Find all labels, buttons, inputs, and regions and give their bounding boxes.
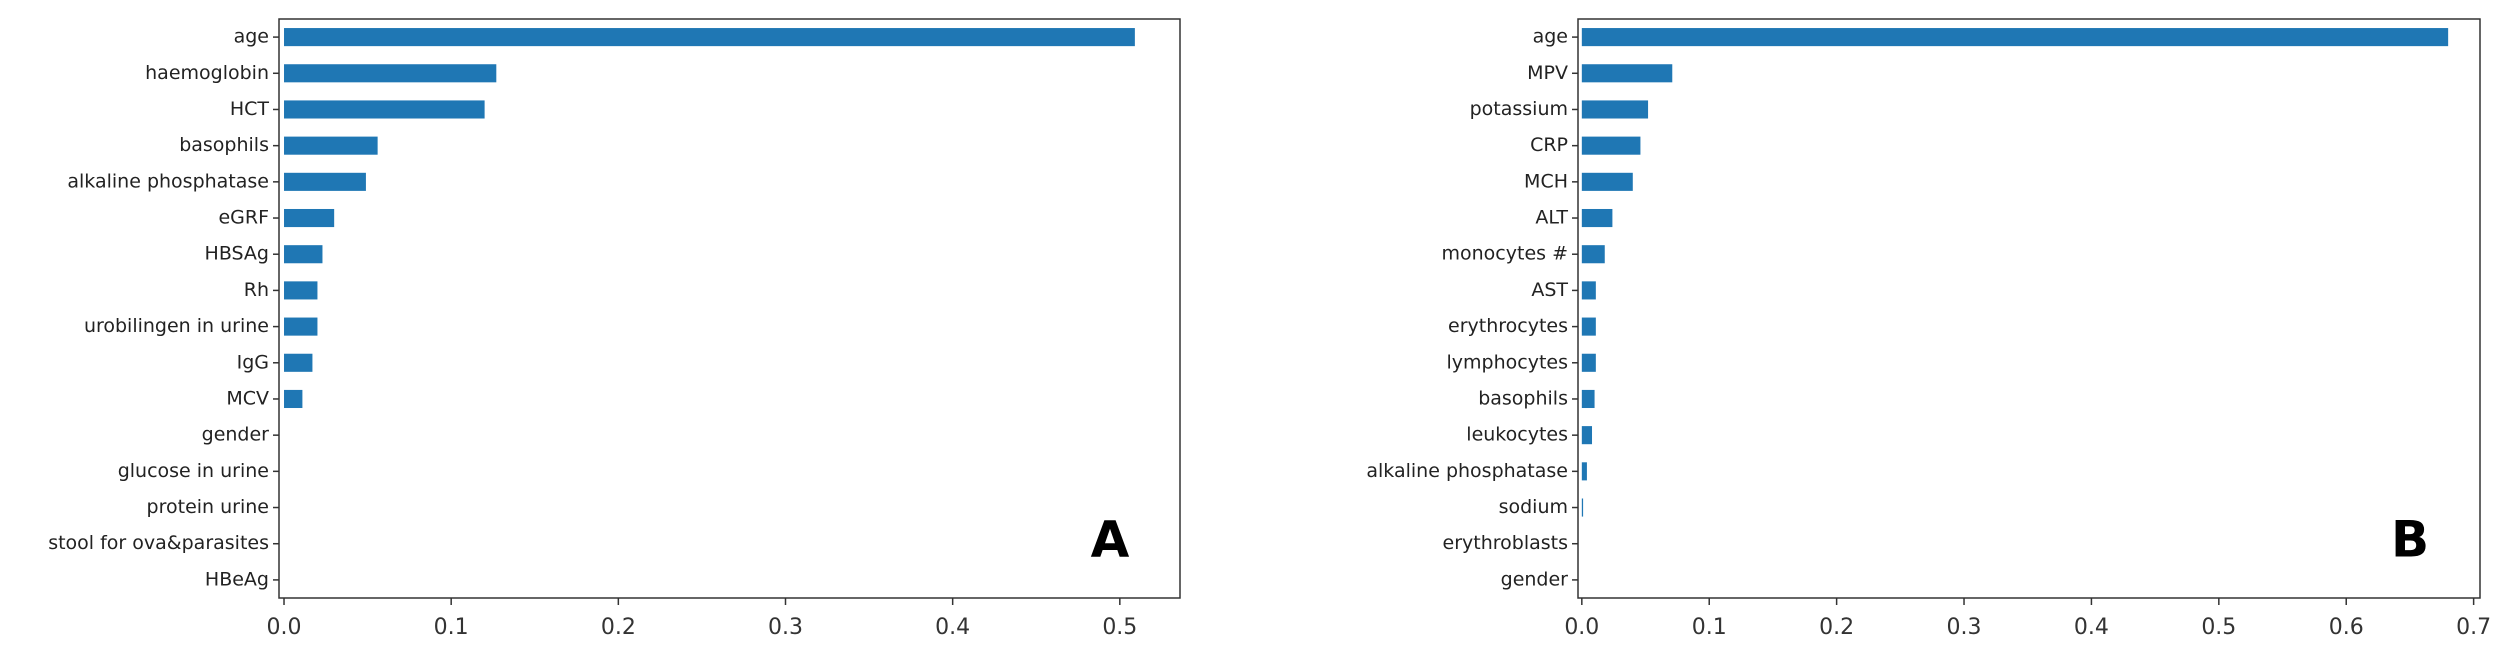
y-tick-label: eGRF bbox=[218, 207, 269, 229]
bar bbox=[284, 245, 323, 264]
bar bbox=[284, 64, 497, 83]
bar bbox=[1581, 426, 1593, 445]
y-tick-label: potassium bbox=[1470, 98, 1568, 120]
y-tick-label: sodium bbox=[1499, 496, 1568, 518]
x-tick-label: 0.4 bbox=[935, 615, 970, 640]
bar bbox=[284, 136, 378, 155]
y-tick-label: alkaline phosphatase bbox=[1366, 460, 1568, 482]
panel-label: B bbox=[2391, 511, 2429, 569]
y-tick-label: lymphocytes bbox=[1447, 351, 1569, 373]
y-tick-label: MCV bbox=[226, 387, 269, 409]
x-tick-label: 0.1 bbox=[1692, 615, 1727, 640]
y-tick-label: CRP bbox=[1530, 134, 1568, 156]
y-tick-label: HCT bbox=[230, 98, 270, 120]
bar bbox=[1581, 172, 1633, 191]
bar bbox=[1581, 100, 1649, 119]
x-tick-label: 0.2 bbox=[1819, 615, 1854, 640]
y-tick-label: alkaline phosphatase bbox=[67, 170, 269, 192]
y-tick-label: protein urine bbox=[147, 496, 269, 518]
x-tick-label: 0.5 bbox=[2201, 615, 2236, 640]
bar bbox=[284, 281, 318, 300]
x-tick-label: 0.6 bbox=[2329, 615, 2364, 640]
y-tick-label: gender bbox=[202, 424, 270, 446]
bar bbox=[284, 28, 1135, 47]
y-tick-label: age bbox=[1533, 26, 1568, 48]
y-tick-label: ALT bbox=[1535, 207, 1568, 229]
y-tick-label: HBSAg bbox=[205, 243, 269, 265]
bar bbox=[1581, 245, 1605, 264]
bar bbox=[284, 208, 335, 228]
y-tick-label: urobilingen in urine bbox=[84, 315, 269, 337]
x-tick-label: 0.1 bbox=[434, 615, 469, 640]
y-tick-label: MCH bbox=[1524, 170, 1568, 192]
y-tick-label: glucose in urine bbox=[118, 460, 269, 482]
x-tick-label: 0.5 bbox=[1102, 615, 1137, 640]
bar bbox=[284, 100, 485, 119]
y-tick-label: Rh bbox=[244, 279, 269, 301]
bar bbox=[284, 172, 366, 191]
bar bbox=[1581, 28, 2449, 47]
plot-frame bbox=[278, 18, 1181, 599]
bar bbox=[1581, 353, 1596, 372]
y-tick-label: basophils bbox=[1478, 387, 1568, 409]
bar bbox=[1581, 64, 1673, 83]
x-tick-label: 0.3 bbox=[1947, 615, 1982, 640]
y-tick-label: age bbox=[234, 26, 269, 48]
bar bbox=[1581, 498, 1584, 517]
y-tick-label: monocytes # bbox=[1442, 243, 1569, 265]
y-tick-label: AST bbox=[1531, 279, 1568, 301]
panel-label: A bbox=[1091, 511, 1130, 569]
y-tick-label: gender bbox=[1501, 568, 1569, 590]
bar bbox=[1581, 208, 1613, 228]
bar bbox=[1581, 317, 1596, 336]
x-tick-label: 0.3 bbox=[768, 615, 803, 640]
x-tick-label: 0.2 bbox=[601, 615, 636, 640]
bar bbox=[1581, 389, 1595, 409]
y-tick-label: erythroblasts bbox=[1443, 532, 1569, 554]
bar bbox=[284, 389, 303, 409]
x-tick-label: 0.4 bbox=[2074, 615, 2109, 640]
bar bbox=[284, 353, 313, 372]
y-tick-label: erythrocytes bbox=[1448, 315, 1568, 337]
y-tick-label: haemoglobin bbox=[145, 62, 269, 84]
bar bbox=[1581, 136, 1641, 155]
y-tick-label: MPV bbox=[1527, 62, 1568, 84]
plot-frame bbox=[1577, 18, 2481, 599]
x-tick-label: 0.0 bbox=[267, 615, 302, 640]
x-tick-label: 0.0 bbox=[1564, 615, 1599, 640]
bar bbox=[284, 317, 318, 336]
y-tick-label: stool for ova&parasites bbox=[48, 532, 269, 554]
y-tick-label: leukocytes bbox=[1466, 424, 1568, 446]
y-tick-label: basophils bbox=[179, 134, 269, 156]
y-tick-label: HBeAg bbox=[205, 568, 269, 590]
y-tick-label: IgG bbox=[237, 351, 269, 373]
bar bbox=[1581, 281, 1596, 300]
bar bbox=[1581, 462, 1587, 481]
x-tick-label: 0.7 bbox=[2456, 615, 2491, 640]
